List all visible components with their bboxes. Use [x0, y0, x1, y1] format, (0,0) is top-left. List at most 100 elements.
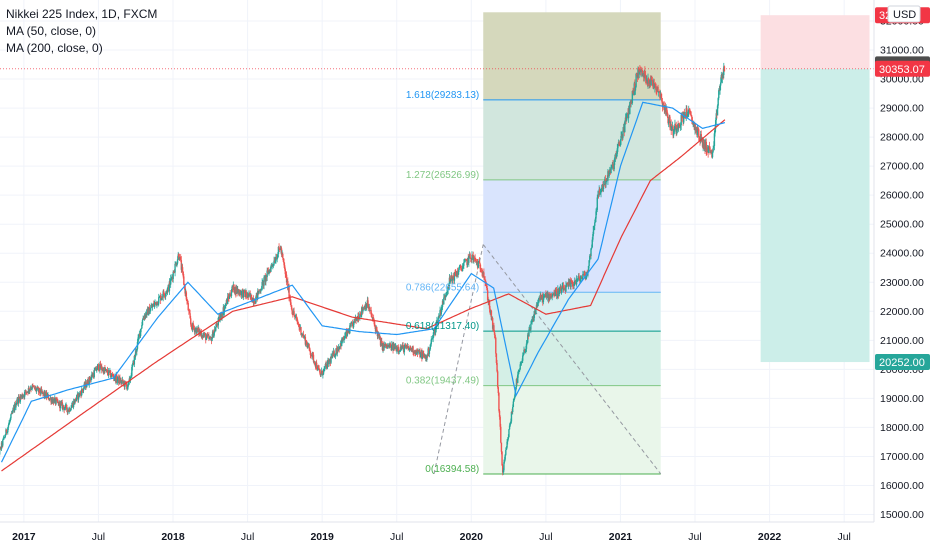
candle-body-1155 — [716, 105, 719, 116]
candle-body-600 — [369, 307, 371, 311]
candle-body-462 — [282, 258, 285, 262]
candle-body-640 — [394, 346, 396, 350]
candle-body-417 — [254, 303, 256, 305]
candle-body-262 — [157, 303, 159, 305]
candle-body-812 — [501, 465, 504, 473]
candle-body-163 — [95, 367, 97, 371]
candle-body-520 — [319, 369, 321, 373]
candle-body-313 — [189, 313, 191, 319]
candle-body-264 — [158, 296, 161, 298]
candle-body-173 — [101, 370, 104, 372]
candle-body-1089 — [675, 125, 677, 132]
candle-body-1094 — [678, 124, 681, 126]
candle-body-331 — [200, 332, 203, 338]
x-tick-label-6: 2020 — [460, 531, 484, 543]
candle-body-1079 — [669, 116, 671, 128]
candle-body-967 — [599, 189, 601, 194]
ma50-legend[interactable]: MA (50, close, 0) — [6, 24, 97, 38]
candle-body-63 — [32, 386, 35, 387]
candle-body-224 — [133, 356, 136, 365]
candle-body-210 — [124, 381, 127, 384]
candle-body-213 — [126, 387, 129, 389]
candle-body-680 — [419, 350, 421, 358]
candle-body-538 — [330, 356, 332, 363]
candle-body-873 — [540, 295, 542, 298]
candle-body-831 — [513, 396, 516, 400]
candle-body-40 — [18, 396, 20, 399]
candle-body-921 — [570, 280, 572, 287]
candle-body-469 — [287, 280, 289, 290]
candle-body-777 — [480, 268, 482, 272]
candle-body-471 — [288, 286, 290, 299]
candle-body-787 — [486, 285, 488, 291]
candle-body-735 — [453, 271, 456, 281]
candle-body-764 — [471, 254, 474, 256]
candle-body-250 — [149, 307, 152, 311]
candle-body-849 — [525, 348, 527, 352]
candle-body-827 — [511, 411, 513, 413]
candle-body-244 — [146, 309, 148, 316]
candle-body-818 — [505, 447, 508, 450]
candle-body-42 — [19, 396, 22, 402]
candle-body-803 — [496, 362, 498, 372]
candle-body-1150 — [713, 133, 716, 147]
candle-body-1007 — [624, 121, 626, 133]
candle-body-696 — [429, 346, 431, 351]
price-axis — [874, 0, 932, 550]
candle-body-960 — [594, 218, 597, 223]
candle-body-829 — [512, 401, 515, 408]
candle-body-354 — [215, 327, 217, 331]
candle-body-559 — [343, 338, 345, 340]
candle-body-497 — [304, 336, 307, 345]
candle-body-998 — [618, 142, 620, 145]
x-tick-label-7: Jul — [539, 531, 552, 543]
candle-body-154 — [89, 379, 92, 381]
candle-body-522 — [320, 373, 322, 376]
candle-body-36 — [15, 402, 18, 405]
ma200-legend[interactable]: MA (200, close, 0) — [6, 41, 103, 55]
candle-body-892 — [552, 294, 554, 296]
candle-body-271 — [163, 291, 165, 295]
candle-body-374 — [227, 296, 230, 298]
candle-body-398 — [242, 290, 245, 298]
candle-body-973 — [602, 184, 605, 189]
candle-body-1056 — [654, 84, 657, 87]
candle-body-1041 — [645, 79, 647, 81]
price-tag-3: 20252.00 — [875, 354, 930, 371]
candle-body-466 — [285, 274, 287, 275]
candle-body-729 — [449, 279, 452, 281]
fib-zone-2 — [483, 292, 661, 332]
candle-body-1109 — [688, 109, 690, 114]
y-tick-label-14: 29000.00 — [880, 103, 924, 115]
candle-body-665 — [409, 346, 412, 351]
candle-body-288 — [173, 272, 176, 274]
y-tick-label-9: 24000.00 — [880, 248, 924, 260]
candle-body-27 — [10, 414, 12, 419]
candle-body-839 — [518, 369, 521, 372]
candle-body-474 — [290, 302, 292, 306]
candle-body-632 — [389, 344, 391, 348]
candle-body-815 — [503, 459, 506, 463]
candle-body-647 — [398, 351, 401, 352]
candle-body-272 — [163, 294, 166, 296]
chart-title[interactable]: Nikkei 225 Index, 1D, FXCM — [6, 7, 158, 21]
candle-body-89 — [49, 398, 51, 400]
candle-body-308 — [186, 299, 188, 301]
candle-body-635 — [391, 344, 393, 351]
candle-body-21 — [6, 432, 8, 433]
candle-body-1025 — [635, 73, 637, 87]
candle-body-543 — [333, 351, 335, 357]
candle-body-750 — [463, 262, 465, 266]
candle-body-663 — [408, 348, 411, 350]
candle-body-70 — [37, 387, 39, 389]
candle-body-483 — [295, 316, 298, 319]
candle-body-1160 — [719, 82, 722, 86]
candle-body-866 — [535, 304, 538, 309]
y-tick-label-8: 23000.00 — [880, 277, 924, 289]
candle-body-558 — [342, 337, 345, 340]
candle-body-535 — [328, 360, 330, 365]
candle-body-1019 — [631, 91, 634, 104]
candle-body-986 — [610, 165, 613, 168]
candle-body-1063 — [659, 91, 661, 98]
